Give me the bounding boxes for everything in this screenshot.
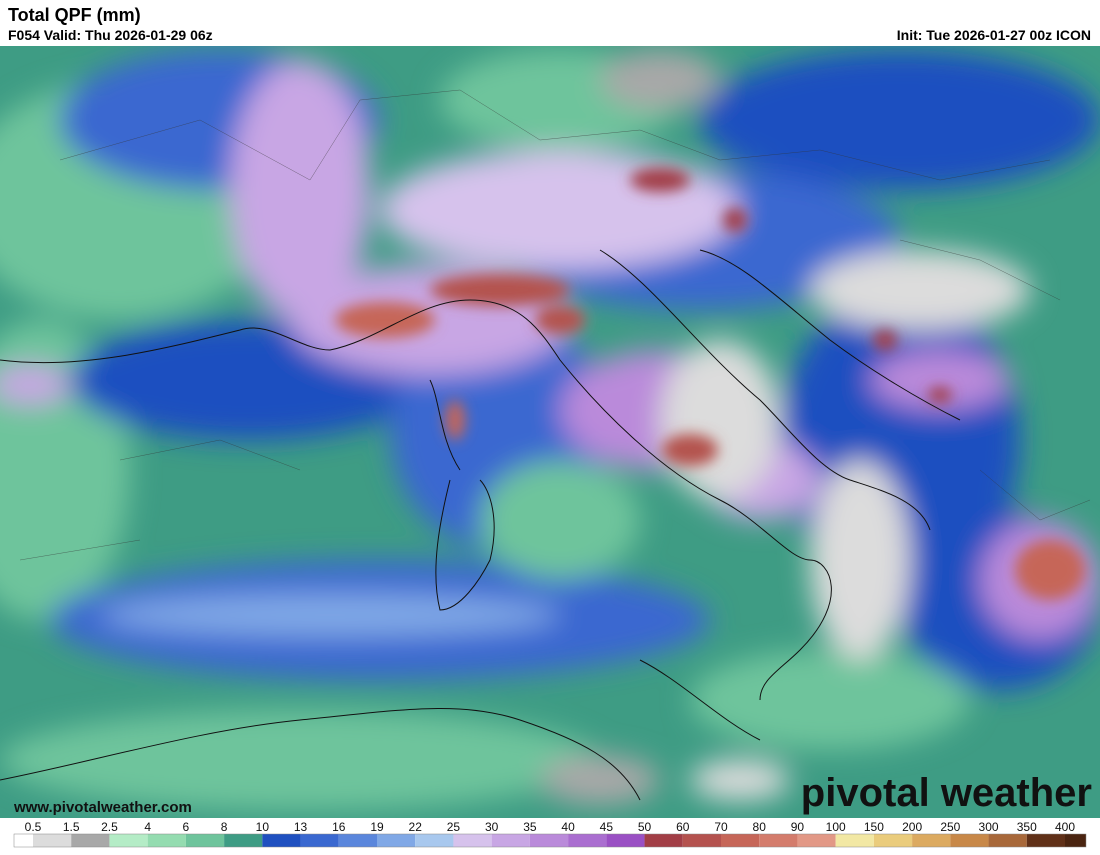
color-swatch bbox=[224, 834, 263, 847]
legend-tick-label: 4 bbox=[144, 820, 151, 834]
color-swatch bbox=[262, 834, 301, 847]
legend-tick-label: 2.5 bbox=[101, 820, 118, 834]
color-swatch bbox=[912, 834, 951, 847]
legend-tick-label: 90 bbox=[791, 820, 805, 834]
valid-time: F054 Valid: Thu 2026-01-29 06z bbox=[8, 27, 213, 43]
legend-tick-label: 13 bbox=[294, 820, 308, 834]
legend-tick-label: 0.5 bbox=[25, 820, 42, 834]
color-swatch bbox=[873, 834, 913, 847]
color-swatch bbox=[300, 834, 339, 847]
legend-tick-label: 19 bbox=[370, 820, 384, 834]
color-swatch bbox=[14, 834, 33, 847]
color-swatch bbox=[491, 834, 530, 847]
color-swatch bbox=[109, 834, 148, 847]
color-swatch bbox=[185, 834, 225, 847]
color-swatch bbox=[568, 834, 607, 847]
legend-tick-label: 16 bbox=[332, 820, 346, 834]
legend-tick-label: 30 bbox=[485, 820, 499, 834]
legend-tick-label: 40 bbox=[561, 820, 575, 834]
init-time: Init: Tue 2026-01-27 00z ICON bbox=[897, 27, 1091, 43]
color-legend: 0.5 1.5 2.5 4 6 8 10 13 16 19 22 25 30 35 40 45 50 60 70 80… bbox=[13, 820, 1087, 848]
legend-tick-label: 60 bbox=[676, 820, 690, 834]
color-swatch bbox=[797, 834, 836, 847]
legend-tick-label: 300 bbox=[979, 820, 999, 834]
legend-tick-label: 200 bbox=[902, 820, 922, 834]
legend-tick-label: 100 bbox=[826, 820, 846, 834]
legend-tick-label: 50 bbox=[638, 820, 652, 834]
watermark-brand: pivotal weather bbox=[801, 771, 1092, 815]
legend-tick-label: 350 bbox=[1017, 820, 1037, 834]
map bbox=[0, 46, 1100, 818]
legend-tick-label: 45 bbox=[600, 820, 614, 834]
color-swatch bbox=[682, 834, 721, 847]
title: Total QPF (mm) bbox=[8, 5, 141, 25]
legend-border bbox=[13, 833, 1087, 848]
color-swatch bbox=[453, 834, 492, 847]
legend-tick-label: 400 bbox=[1055, 820, 1075, 834]
color-swatch bbox=[33, 834, 72, 847]
color-swatch bbox=[721, 834, 760, 847]
legend-tick-label: 1.5 bbox=[63, 820, 80, 834]
legend-tick-label: 70 bbox=[714, 820, 728, 834]
legend-tick-label: 6 bbox=[183, 820, 190, 834]
legend-tick-label: 25 bbox=[447, 820, 461, 834]
color-swatch bbox=[338, 834, 377, 847]
color-swatch bbox=[377, 834, 416, 847]
legend-tick-label: 22 bbox=[409, 820, 423, 834]
color-swatch bbox=[529, 834, 569, 847]
legend-tick-label: 80 bbox=[753, 820, 767, 834]
color-swatch bbox=[988, 834, 1027, 847]
watermark-url: www.pivotalweather.com bbox=[13, 799, 192, 816]
color-swatch bbox=[1065, 834, 1086, 847]
color-swatch bbox=[835, 834, 874, 847]
legend-tick-label: 250 bbox=[940, 820, 960, 834]
color-swatch bbox=[1026, 834, 1065, 847]
color-swatch bbox=[950, 834, 989, 847]
color-swatch bbox=[606, 834, 645, 847]
color-swatch bbox=[71, 834, 110, 847]
color-swatch bbox=[415, 834, 454, 847]
color-swatch bbox=[759, 834, 798, 847]
color-swatch bbox=[644, 834, 683, 847]
legend-tick-label: 35 bbox=[523, 820, 537, 834]
legend-tick-label: 150 bbox=[864, 820, 884, 834]
color-swatch bbox=[147, 834, 186, 847]
legend-tick-label: 10 bbox=[256, 820, 270, 834]
legend-tick-label: 8 bbox=[221, 820, 228, 834]
